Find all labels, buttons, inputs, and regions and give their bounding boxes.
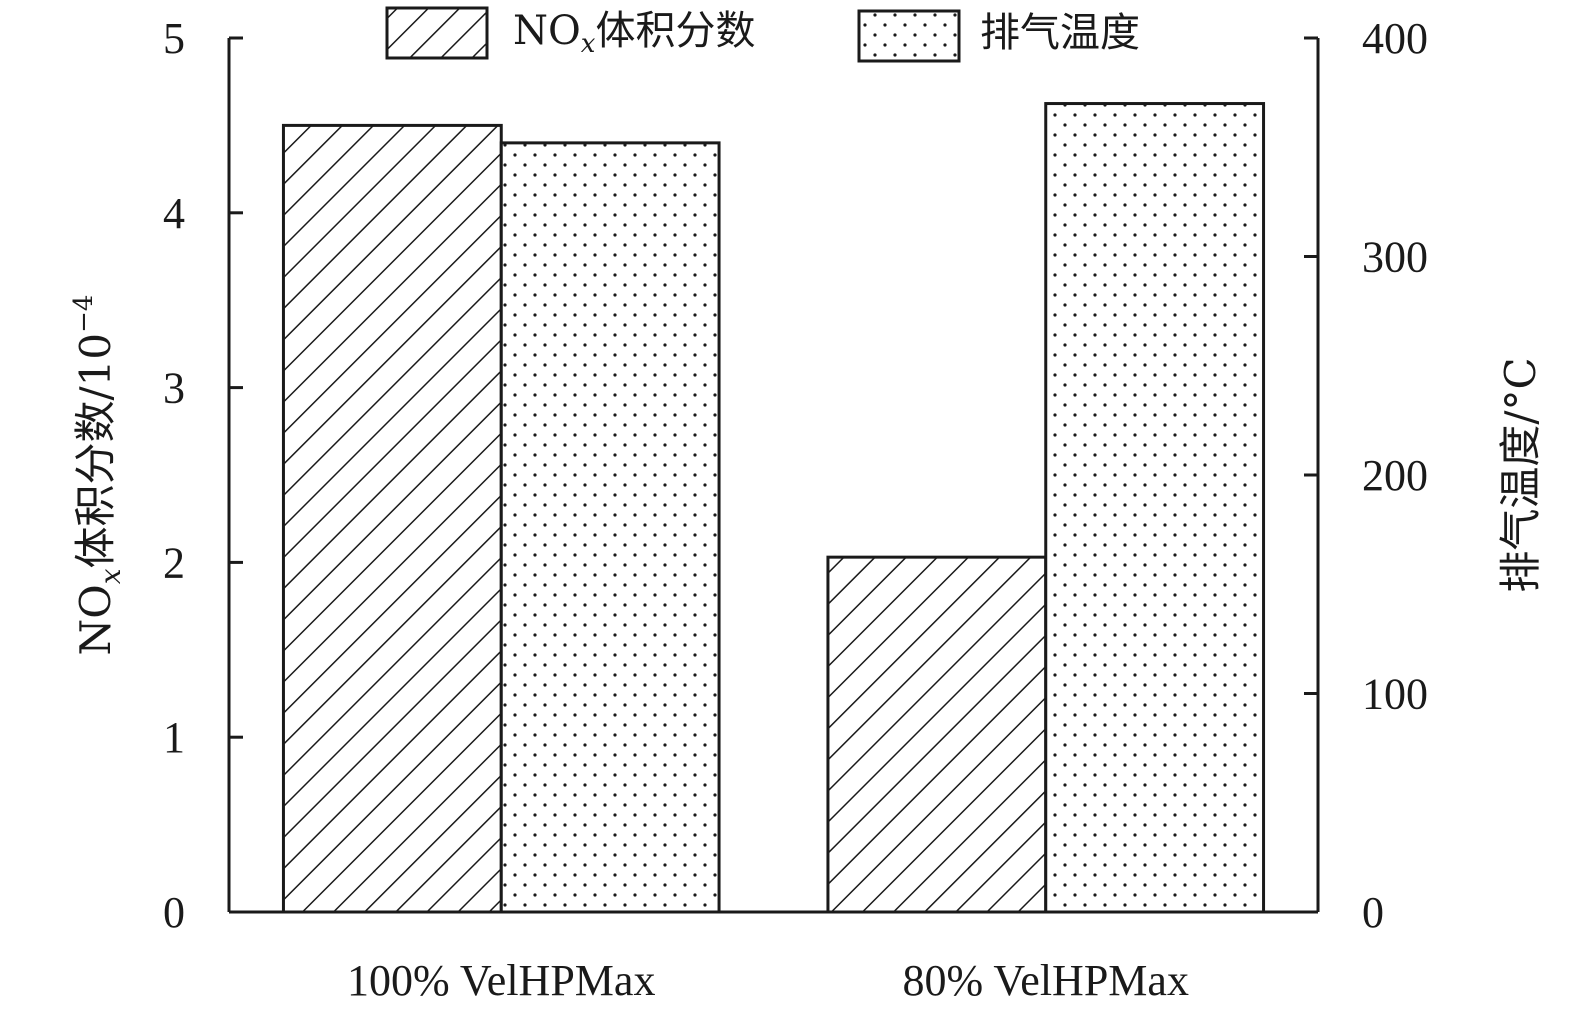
legend-swatch-hatch — [385, 6, 489, 60]
bar-nox-1 — [826, 555, 1048, 914]
right-y-tick-label: 200 — [1362, 451, 1428, 500]
left-y-tick-label: 1 — [163, 713, 185, 762]
x-category-labels: 100% VelHPMax 80% VelHPMax — [347, 956, 1189, 1005]
left-y-ticks: 0 1 2 3 4 5 — [163, 14, 243, 937]
left-y-tick-label: 3 — [163, 364, 185, 413]
left-y-axis-title-main: 体积分数/10 — [71, 333, 120, 569]
bars-group — [281, 102, 1266, 914]
left-y-tick-label: 4 — [163, 189, 185, 238]
left-y-tick-label: 5 — [163, 14, 185, 63]
bar-exhaust-temp-1 — [1044, 102, 1266, 914]
right-y-tick-label: 300 — [1362, 233, 1428, 282]
left-y-tick-label: 0 — [163, 888, 185, 937]
legend-swatch-dots — [857, 9, 961, 63]
x-category-label: 80% VelHPMax — [903, 956, 1189, 1005]
right-y-tick-label: 0 — [1362, 888, 1384, 937]
right-y-ticks: 0 100 200 300 400 — [1304, 14, 1428, 937]
legend-label-nox: NOx体积分数 — [513, 8, 755, 59]
bar-nox-0 — [281, 123, 503, 914]
right-y-tick-label: 400 — [1362, 14, 1428, 63]
right-y-axis-title: 排气温度/°C — [1496, 357, 1545, 592]
bar-exhaust-temp-0 — [499, 141, 721, 914]
left-y-axis-title: NOx体积分数/10−4 — [69, 295, 127, 656]
x-category-label: 100% VelHPMax — [347, 956, 655, 1005]
legend-label-exhaust-temp: 排气温度 — [980, 10, 1140, 56]
legend: NOx体积分数 排气温度 — [385, 6, 1140, 63]
right-y-tick-label: 100 — [1362, 670, 1428, 719]
left-y-tick-label: 2 — [163, 538, 185, 587]
